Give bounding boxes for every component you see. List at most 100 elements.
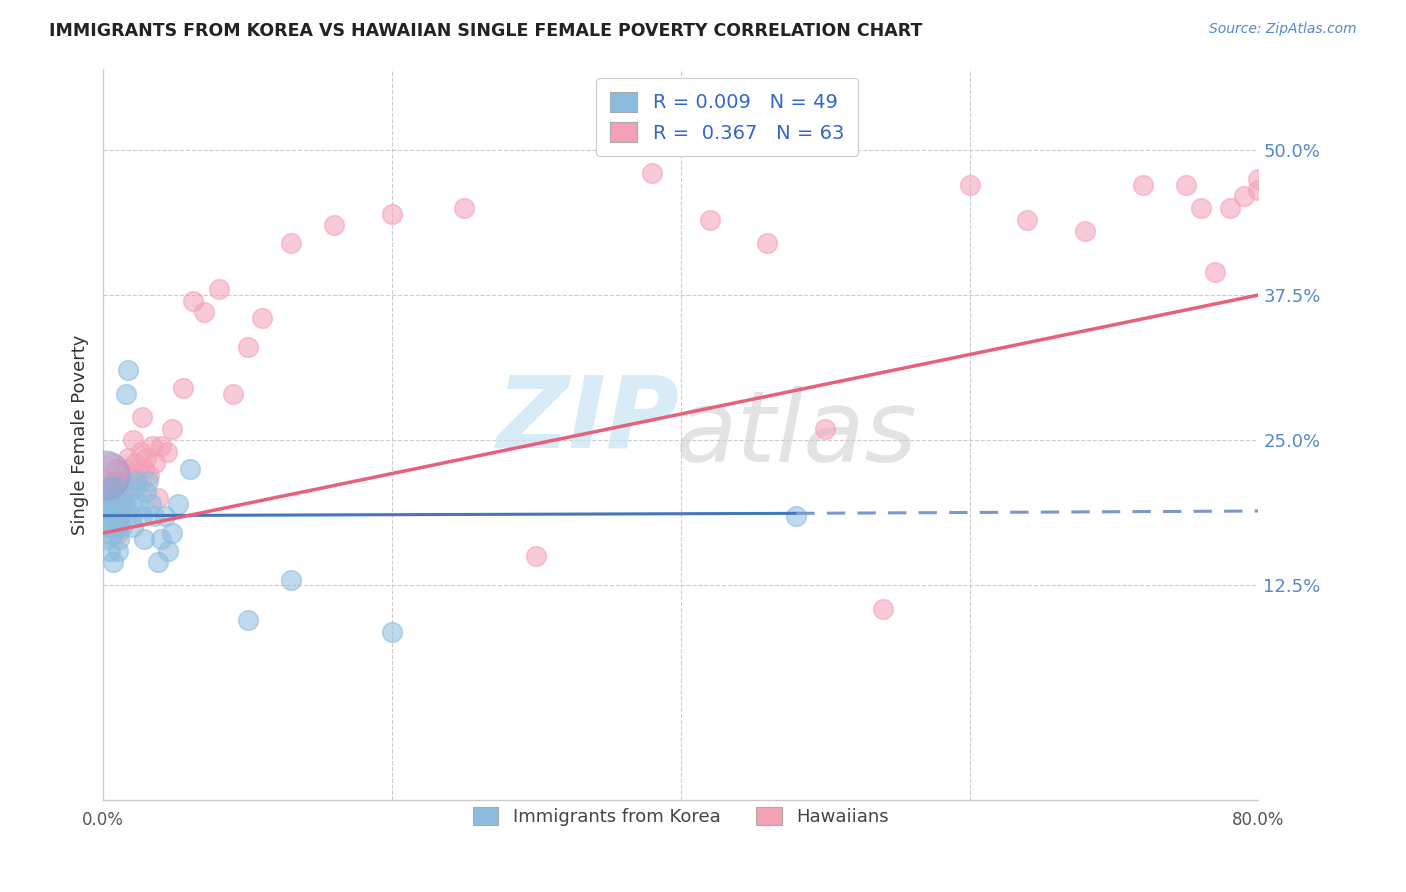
Point bbox=[131, 508, 153, 523]
Point bbox=[93, 508, 115, 523]
Point bbox=[104, 491, 127, 506]
Point bbox=[149, 532, 172, 546]
Point bbox=[1132, 178, 1154, 192]
Point bbox=[208, 282, 231, 296]
Point bbox=[136, 474, 159, 488]
Point bbox=[814, 421, 837, 435]
Point bbox=[122, 520, 145, 534]
Point bbox=[157, 543, 180, 558]
Point bbox=[115, 386, 138, 401]
Point bbox=[135, 485, 157, 500]
Point bbox=[139, 497, 162, 511]
Point bbox=[162, 421, 184, 435]
Point bbox=[167, 497, 190, 511]
Text: atlas: atlas bbox=[675, 386, 917, 483]
Point bbox=[103, 555, 125, 569]
Point bbox=[129, 444, 152, 458]
Point bbox=[128, 480, 150, 494]
Point bbox=[124, 457, 146, 471]
Point bbox=[107, 520, 129, 534]
Point bbox=[138, 468, 160, 483]
Point bbox=[323, 219, 346, 233]
Point bbox=[280, 235, 302, 250]
Point bbox=[107, 543, 129, 558]
Point bbox=[104, 480, 127, 494]
Point bbox=[132, 532, 155, 546]
Point bbox=[104, 508, 127, 523]
Point bbox=[135, 450, 157, 465]
Point bbox=[162, 526, 184, 541]
Point bbox=[524, 549, 547, 564]
Point bbox=[121, 508, 143, 523]
Point bbox=[236, 613, 259, 627]
Point bbox=[117, 363, 139, 377]
Point bbox=[1175, 178, 1198, 192]
Point bbox=[122, 433, 145, 447]
Point bbox=[107, 526, 129, 541]
Point bbox=[111, 491, 134, 506]
Point bbox=[114, 474, 136, 488]
Point bbox=[98, 480, 121, 494]
Point bbox=[143, 457, 166, 471]
Point bbox=[120, 468, 142, 483]
Point bbox=[156, 444, 179, 458]
Point bbox=[1247, 172, 1270, 186]
Point bbox=[96, 497, 118, 511]
Point bbox=[101, 497, 124, 511]
Point bbox=[756, 235, 779, 250]
Text: ZIP: ZIP bbox=[496, 371, 681, 468]
Point bbox=[94, 474, 117, 488]
Point bbox=[1074, 224, 1097, 238]
Point bbox=[117, 450, 139, 465]
Point bbox=[641, 166, 664, 180]
Text: IMMIGRANTS FROM KOREA VS HAWAIIAN SINGLE FEMALE POVERTY CORRELATION CHART: IMMIGRANTS FROM KOREA VS HAWAIIAN SINGLE… bbox=[49, 22, 922, 40]
Point bbox=[222, 386, 245, 401]
Point bbox=[94, 503, 117, 517]
Point bbox=[101, 503, 124, 517]
Point bbox=[98, 457, 121, 471]
Point bbox=[103, 515, 125, 529]
Point bbox=[105, 491, 128, 506]
Point bbox=[112, 497, 135, 511]
Point bbox=[93, 468, 115, 483]
Point bbox=[149, 439, 172, 453]
Point bbox=[699, 212, 721, 227]
Point bbox=[142, 508, 165, 523]
Point bbox=[141, 439, 163, 453]
Point bbox=[872, 601, 894, 615]
Point bbox=[118, 480, 141, 494]
Point bbox=[785, 508, 807, 523]
Legend: Immigrants from Korea, Hawaiians: Immigrants from Korea, Hawaiians bbox=[464, 797, 898, 835]
Point bbox=[193, 305, 215, 319]
Point bbox=[1189, 201, 1212, 215]
Point bbox=[124, 480, 146, 494]
Point bbox=[111, 520, 134, 534]
Point bbox=[1204, 265, 1226, 279]
Point bbox=[125, 474, 148, 488]
Point bbox=[105, 462, 128, 476]
Point bbox=[97, 480, 120, 494]
Point bbox=[127, 462, 149, 476]
Point bbox=[155, 508, 177, 523]
Point bbox=[132, 462, 155, 476]
Point bbox=[172, 381, 194, 395]
Point bbox=[103, 474, 125, 488]
Point bbox=[120, 497, 142, 511]
Point bbox=[146, 555, 169, 569]
Point bbox=[96, 532, 118, 546]
Point bbox=[1247, 184, 1270, 198]
Point bbox=[98, 543, 121, 558]
Point bbox=[131, 409, 153, 424]
Point bbox=[453, 201, 475, 215]
Point bbox=[118, 485, 141, 500]
Point bbox=[381, 624, 404, 639]
Point bbox=[146, 491, 169, 506]
Point bbox=[94, 520, 117, 534]
Text: Source: ZipAtlas.com: Source: ZipAtlas.com bbox=[1209, 22, 1357, 37]
Point bbox=[381, 207, 404, 221]
Point bbox=[128, 497, 150, 511]
Point bbox=[1219, 201, 1241, 215]
Point bbox=[1233, 189, 1256, 203]
Y-axis label: Single Female Poverty: Single Female Poverty bbox=[72, 334, 89, 534]
Point bbox=[280, 573, 302, 587]
